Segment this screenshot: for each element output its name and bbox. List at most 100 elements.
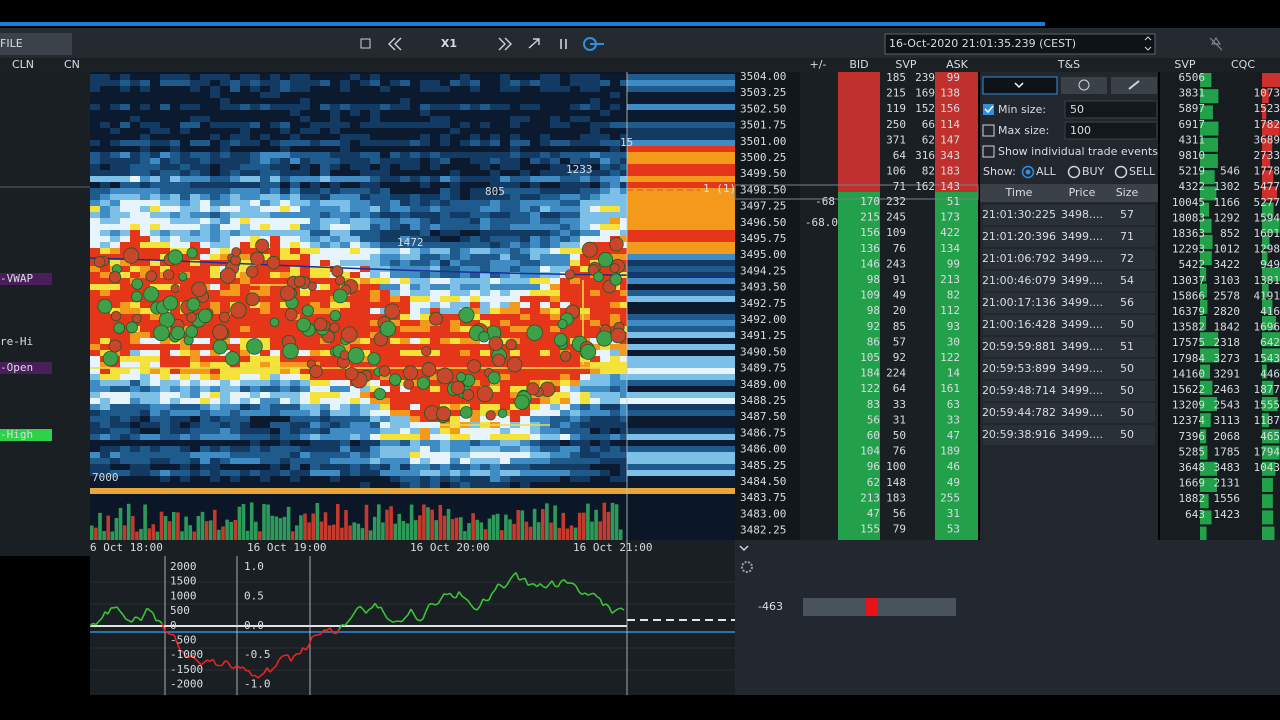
speed-label[interactable]: X1: [441, 37, 457, 50]
heat-cell: [160, 170, 170, 176]
heat-cell: [480, 164, 490, 170]
heat-cell: [460, 254, 470, 260]
heat-cell: [180, 434, 190, 440]
heat-cell: [280, 86, 290, 92]
settings-gear[interactable]: [741, 561, 753, 573]
heat-cell: [540, 416, 550, 422]
heat-cell: [510, 380, 520, 386]
heat-cell: [460, 80, 470, 86]
heat-cell: [520, 482, 530, 488]
heat-cell: [510, 110, 520, 116]
heat-cell: [580, 410, 590, 416]
heat-cell: [410, 98, 420, 104]
min-size-checkbox[interactable]: [983, 104, 994, 115]
radio[interactable]: [1021, 165, 1035, 179]
datetime-label[interactable]: 16-Oct-2020 21:01:35.239 (CEST): [889, 37, 1076, 50]
heat-cell: [400, 74, 410, 80]
forward-button[interactable]: [498, 37, 512, 51]
heat-cell: [450, 182, 460, 188]
heat-cell: [360, 416, 370, 422]
heat-cell: [230, 146, 240, 152]
rewind-button[interactable]: [388, 37, 402, 51]
heat-cell: [120, 428, 130, 434]
chat-button[interactable]: [1061, 77, 1107, 94]
heat-cell: [430, 230, 440, 236]
heat-cell: [130, 446, 140, 452]
heat-cell: [120, 164, 130, 170]
max-size-value[interactable]: 100: [1070, 124, 1091, 137]
filter-label[interactable]: BUY: [1082, 165, 1105, 178]
heat-cell: [520, 320, 530, 326]
heat-cell: [510, 326, 520, 332]
heat-cell: [160, 104, 170, 110]
heat-cell: [190, 482, 200, 488]
heat-cell: [520, 416, 530, 422]
heat-cell: [430, 98, 440, 104]
step-button[interactable]: [528, 38, 540, 49]
heat-cell: [290, 200, 300, 206]
heat-cell: [100, 224, 110, 230]
heat-cell: [190, 188, 200, 194]
heat-cell: [540, 464, 550, 470]
heat-cell: [460, 272, 470, 278]
volume-bar: [364, 504, 369, 540]
heat-cell: [530, 188, 540, 194]
heat-cell: [470, 266, 480, 272]
min-size-value[interactable]: 50: [1070, 103, 1084, 116]
stop-button[interactable]: [360, 38, 371, 49]
indicator-seg: [293, 653, 298, 657]
heat-cell: [280, 134, 290, 140]
file-tab[interactable]: [0, 33, 72, 55]
profile-cell: 416: [1260, 305, 1280, 318]
max-size-input[interactable]: [1064, 121, 1158, 140]
heat-cell: [290, 212, 300, 218]
heat-cell: [170, 230, 180, 236]
filter-label[interactable]: SELL: [1129, 165, 1156, 178]
heat-cell: [460, 110, 470, 116]
price-level: 3483.75: [740, 491, 786, 504]
heat-cell: [140, 92, 150, 98]
file-tab-label[interactable]: FILE: [0, 37, 23, 50]
heat-cell: [320, 92, 330, 98]
pin-button[interactable]: [1209, 37, 1223, 51]
heat-cell: [260, 362, 270, 368]
heat-cell: [530, 92, 540, 98]
heat-cell: [440, 128, 450, 134]
price-level: 3488.25: [740, 394, 786, 407]
heat-cell: [500, 212, 510, 218]
indicator-seg: [353, 608, 358, 614]
heat-cell: [580, 284, 590, 290]
trade-bubble: [212, 339, 228, 355]
heat-cell: [560, 470, 570, 476]
heat-cell: [270, 332, 280, 338]
heat-cell: [480, 410, 490, 416]
heat-cell: [300, 260, 310, 266]
heat-cell: [190, 278, 200, 284]
heat-cell: [250, 104, 260, 110]
min-size-input[interactable]: [1064, 100, 1158, 119]
heat-cell: [620, 278, 630, 284]
pause-button[interactable]: [560, 39, 567, 49]
radio[interactable]: [1114, 165, 1128, 179]
datetime-select[interactable]: [884, 33, 1156, 55]
heat-cell: [140, 320, 150, 326]
heat-cell: [420, 212, 430, 218]
tns-cell: 21:00:16:428: [982, 318, 1056, 331]
collapse-arrow[interactable]: [739, 545, 749, 552]
heat-cell: [290, 80, 300, 86]
heat-cell: [290, 128, 300, 134]
heat-cell: [330, 278, 340, 284]
filter-label[interactable]: ALL: [1036, 165, 1057, 178]
heat-cell: [400, 170, 410, 176]
heat-cell: [540, 470, 550, 476]
heat-cell: [240, 422, 250, 428]
heat-cell: [600, 212, 610, 218]
heat-cell: [200, 254, 210, 260]
max-size-checkbox[interactable]: [982, 124, 995, 137]
events-checkbox[interactable]: [982, 145, 995, 158]
heat-cell: [270, 338, 280, 344]
radio[interactable]: [1067, 165, 1081, 179]
heat-cell: [470, 158, 480, 164]
trade-bubble: [429, 311, 443, 326]
heat-cell: [420, 326, 430, 332]
